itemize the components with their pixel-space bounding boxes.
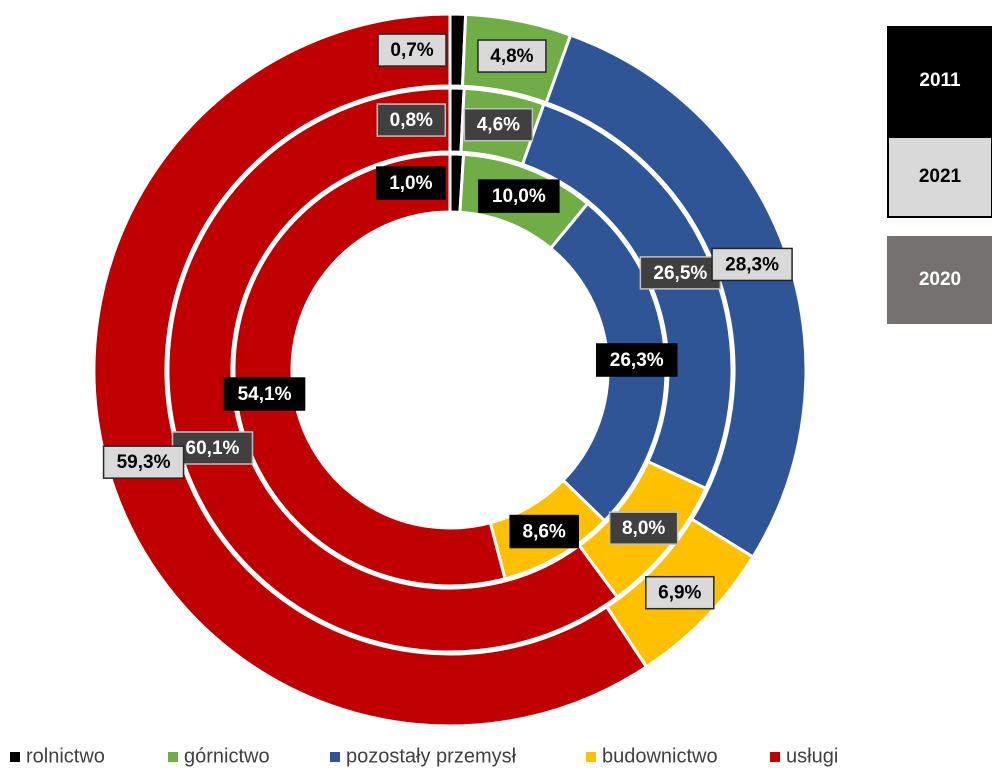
- data-label-box: [509, 514, 579, 549]
- data-label: 59,3%: [117, 452, 171, 473]
- year-legend-box: [887, 26, 992, 136]
- data-label: 6,9%: [658, 583, 701, 604]
- data-label: 0,7%: [390, 40, 433, 61]
- data-label: 60,1%: [186, 438, 240, 459]
- donut-segment: [166, 86, 620, 654]
- data-label-box: [608, 511, 679, 545]
- year-legend-label: 2011: [919, 70, 961, 91]
- legend-label: usługi: [786, 745, 838, 767]
- data-label: 26,3%: [610, 350, 664, 371]
- data-label: 28,3%: [725, 254, 779, 275]
- data-label: 8,0%: [622, 518, 665, 539]
- data-label-box: [223, 377, 306, 411]
- data-label: 8,6%: [523, 522, 566, 543]
- data-label-box: [645, 575, 715, 610]
- data-label: 0,8%: [390, 110, 433, 131]
- data-label: 4,8%: [490, 46, 533, 67]
- data-label-box: [376, 103, 447, 137]
- data-label-box: [102, 445, 185, 479]
- data-label: 4,6%: [477, 115, 520, 136]
- data-label: 54,1%: [238, 384, 292, 405]
- data-label-box: [376, 166, 446, 200]
- data-label-box: [477, 39, 547, 73]
- data-label-box: [711, 247, 793, 282]
- legend-label: górnictwo: [184, 745, 270, 767]
- donut-segment: [544, 33, 808, 560]
- year-legend-label: 2021: [919, 166, 962, 187]
- data-label-box: [595, 343, 678, 377]
- year-legend-box: [887, 136, 992, 218]
- legend-label: budownictwo: [602, 745, 718, 767]
- data-label-box: [463, 107, 534, 142]
- data-label-box: [478, 179, 560, 213]
- data-label: 1,0%: [389, 173, 432, 194]
- legend-swatch: [168, 752, 178, 762]
- legend-label: pozostały przemysł: [346, 745, 517, 767]
- legend-swatch: [330, 752, 340, 762]
- legend-swatch: [770, 752, 780, 762]
- data-label: 10,0%: [492, 186, 546, 207]
- data-label-box: [377, 33, 447, 67]
- legend-swatch: [586, 752, 596, 762]
- donut-segment: [92, 12, 649, 728]
- data-label: 26,5%: [653, 263, 707, 284]
- donut-segment: [232, 152, 507, 588]
- year-legend-box: [887, 236, 992, 324]
- legend-swatch: [10, 752, 20, 762]
- legend-label: rolnictwo: [26, 745, 105, 767]
- year-legend-label: 2020: [919, 269, 961, 290]
- data-label-box: [171, 431, 254, 465]
